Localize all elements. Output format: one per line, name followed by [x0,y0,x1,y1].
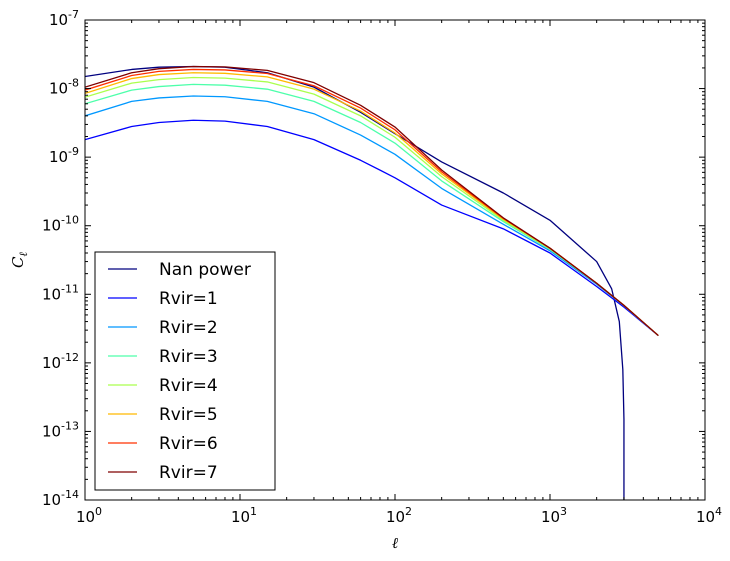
y-tick-label: 10-9 [49,145,79,166]
legend-label: Rvir=2 [159,318,218,338]
y-axis-label-main: C [9,256,27,268]
y-tick-label: 10-10 [42,214,79,235]
x-tick-label: 102 [386,505,412,526]
series-line-3 [85,95,659,337]
labels-layer: ℓ Cℓ [9,252,398,552]
legend-label: Rvir=3 [159,347,218,367]
series-line-8 [85,65,659,337]
y-tick-label: 10-14 [42,488,79,509]
legend-box [94,251,276,491]
series-line-2 [85,119,659,337]
y-tick-label: 10-11 [42,282,79,303]
x-tick-label: 101 [231,505,257,526]
series-layer [85,65,659,500]
legend-label: Rvir=4 [159,376,218,396]
x-tick-label: 100 [76,505,102,526]
x-tick-label: 104 [696,505,722,526]
ticks-layer: 100 101 102 103 104 10-14 10-13 10-12 10-11 10-10… [42,8,722,526]
y-axis-label-subscript: ℓ [17,252,30,257]
x-axis-label: ℓ [392,534,398,552]
y-axis-label: Cℓ [9,252,30,268]
legend: Nan power Rvir=1 Rvir=2 Rvir=3 Rvir=4 Rvir=5 R… [94,251,276,491]
legend-label: Rvir=5 [159,405,218,425]
y-tick-label: 10-8 [49,77,79,98]
y-tick-label: 10-12 [42,351,79,372]
legend-label: Nan power [159,260,251,280]
y-tick-label: 10-13 [42,419,79,440]
x-tick-label: 103 [541,505,567,526]
y-tick-label: 10-7 [49,8,79,29]
legend-label: Rvir=6 [159,434,218,454]
legend-label: Rvir=7 [159,463,218,483]
legend-label: Rvir=1 [159,289,218,309]
